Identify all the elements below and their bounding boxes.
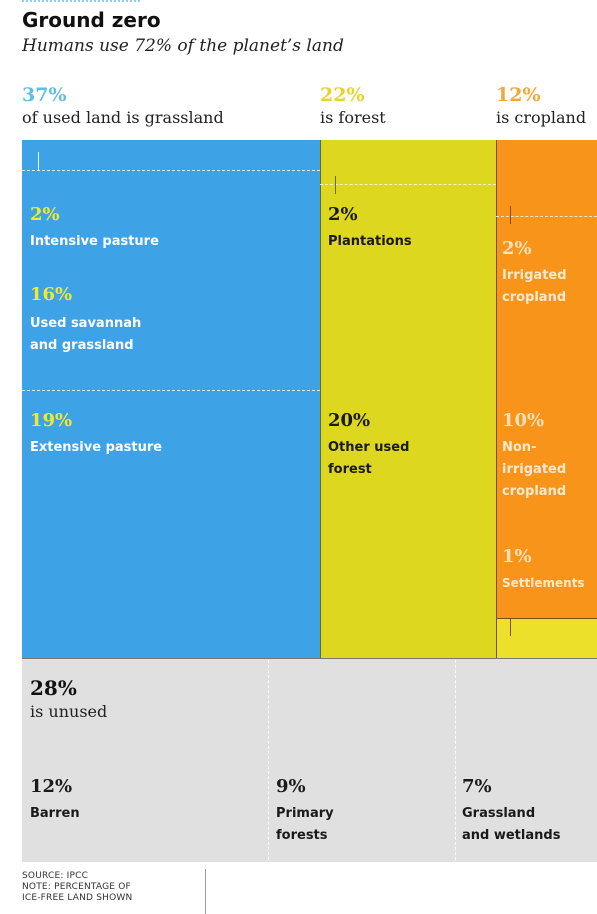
chart-title: Ground zero bbox=[22, 8, 161, 32]
non-irrigated-cropland-pct: 10% bbox=[502, 410, 545, 431]
footer-divider bbox=[205, 869, 206, 914]
chart-subtitle: Humans use 72% of the planet’s land bbox=[22, 36, 344, 56]
grassland-total-pct: 37% bbox=[22, 84, 67, 106]
divider-intensive-pasture bbox=[22, 170, 320, 171]
unused-total-pct: 28% bbox=[30, 676, 77, 700]
cropland-total-pct: 12% bbox=[496, 84, 541, 106]
cropland-total-label: is cropland bbox=[496, 108, 587, 127]
forest-block bbox=[320, 140, 496, 658]
settlements-tick bbox=[510, 618, 511, 636]
non-irrigated-cropland-label-line3: cropland bbox=[502, 484, 567, 499]
divider-barren bbox=[268, 660, 269, 860]
unused-total-label: is unused bbox=[30, 702, 108, 721]
grassland-wetlands-label-line2: and wetlands bbox=[462, 828, 561, 843]
cropland-tick bbox=[510, 206, 511, 224]
forest-tick bbox=[335, 176, 336, 194]
settlements-label: Settlements bbox=[502, 576, 585, 590]
plantations-label: Plantations bbox=[328, 234, 412, 249]
used-savannah-label-line1: Used savannah bbox=[30, 316, 142, 331]
forest-total-pct: 22% bbox=[320, 84, 365, 106]
top-dotted-rule bbox=[22, 0, 140, 3]
barren-pct: 12% bbox=[30, 776, 73, 797]
non-irrigated-cropland-label-line1: Non- bbox=[502, 440, 537, 455]
unused-block bbox=[22, 658, 597, 862]
irrigated-cropland-pct: 2% bbox=[502, 238, 532, 259]
other-used-forest-label-line1: Other used bbox=[328, 440, 410, 455]
cropland-block bbox=[496, 140, 597, 618]
non-irrigated-cropland-label-line2: irrigated bbox=[502, 462, 567, 477]
irrigated-cropland-label-line1: Irrigated bbox=[502, 268, 567, 283]
grassland-wetlands-label-line1: Grassland bbox=[462, 806, 536, 821]
intensive-pasture-label: Intensive pasture bbox=[30, 234, 159, 249]
irrigated-cropland-label-line2: cropland bbox=[502, 290, 567, 305]
primary-forests-pct: 9% bbox=[276, 776, 306, 797]
grassland-wetlands-pct: 7% bbox=[462, 776, 492, 797]
note-line-1: NOTE: PERCENTAGE OF bbox=[22, 882, 131, 892]
source-line: SOURCE: IPCC bbox=[22, 871, 89, 881]
divider-plantations bbox=[320, 184, 496, 185]
grassland-total-label: of used land is grassland bbox=[22, 108, 224, 127]
plantations-pct: 2% bbox=[328, 204, 358, 225]
source-note: SOURCE: IPCC NOTE: PERCENTAGE OF ICE-FRE… bbox=[22, 871, 132, 904]
divider-primary-forests bbox=[455, 660, 456, 860]
primary-forests-label-line2: forests bbox=[276, 828, 328, 843]
extensive-pasture-label: Extensive pasture bbox=[30, 440, 163, 455]
other-used-forest-label-line2: forest bbox=[328, 462, 372, 477]
grassland-block bbox=[22, 140, 320, 658]
divider-extensive-pasture bbox=[22, 390, 320, 391]
primary-forests-label-line1: Primary bbox=[276, 806, 334, 821]
barren-label: Barren bbox=[30, 806, 80, 821]
settlements-pct: 1% bbox=[502, 546, 532, 567]
divider-irrigated bbox=[496, 216, 597, 217]
grassland-tick bbox=[38, 152, 39, 170]
other-used-forest-pct: 20% bbox=[328, 410, 371, 431]
used-savannah-pct: 16% bbox=[30, 284, 73, 305]
extensive-pasture-pct: 19% bbox=[30, 410, 73, 431]
settlements-block bbox=[496, 618, 597, 658]
used-savannah-label-line2: and grassland bbox=[30, 338, 134, 353]
note-line-2: ICE-FREE LAND SHOWN bbox=[22, 893, 133, 903]
forest-total-label: is forest bbox=[320, 108, 386, 127]
intensive-pasture-pct: 2% bbox=[30, 204, 60, 225]
